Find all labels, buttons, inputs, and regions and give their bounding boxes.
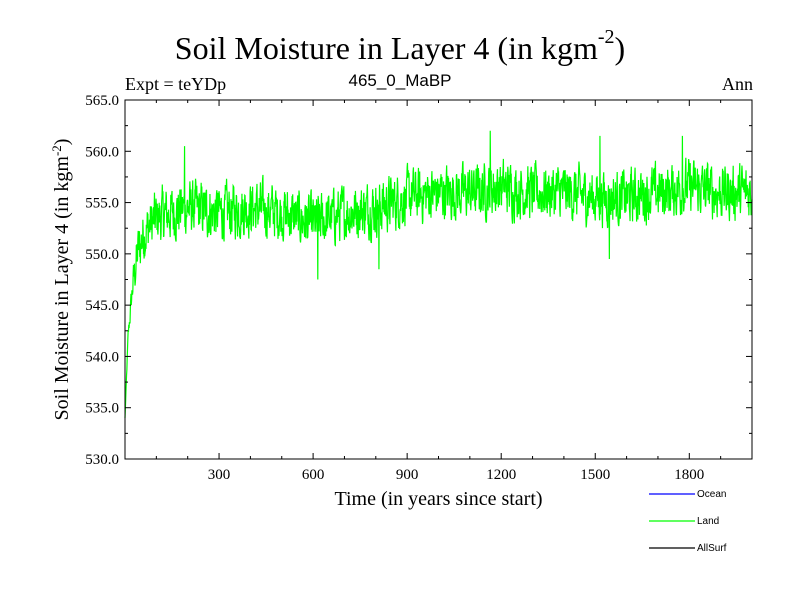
y-tick-label: 560.0 <box>85 144 119 160</box>
legend-label-ocean: Ocean <box>697 489 726 500</box>
y-tick-label: 545.0 <box>85 298 119 314</box>
x-tick-label: 900 <box>396 467 419 483</box>
y-axis-title: Soil Moisture in Layer 4 (in kgm-2) <box>49 139 74 421</box>
y-tick-label: 540.0 <box>85 349 119 365</box>
plot-frame <box>124 99 753 460</box>
x-tick-label: 1200 <box>486 467 516 483</box>
experiment-label: Expt = teYDp <box>125 74 227 94</box>
chart-subtitle: 465_0_MaBP <box>348 71 452 90</box>
y-tick-label: 550.0 <box>85 247 119 263</box>
x-tick-label: 1500 <box>580 467 610 483</box>
chart-title: Soil Moisture in Layer 4 (in kgm-2) <box>174 26 626 66</box>
x-axis-title: Time (in years since start) <box>334 488 542 510</box>
x-tick-label: 1800 <box>674 467 704 483</box>
land-series-line <box>124 130 753 418</box>
legend-label-allsurf: AllSurf <box>697 543 727 554</box>
y-tick-label: 565.0 <box>85 93 119 109</box>
y-tick-label: 530.0 <box>85 452 119 468</box>
y-tick-label: 535.0 <box>85 401 119 417</box>
x-tick-label: 600 <box>302 467 325 483</box>
x-tick-label: 300 <box>208 467 231 483</box>
season-label: Ann <box>722 74 753 94</box>
y-tick-label: 555.0 <box>85 196 119 212</box>
legend-label-land: Land <box>697 516 719 527</box>
